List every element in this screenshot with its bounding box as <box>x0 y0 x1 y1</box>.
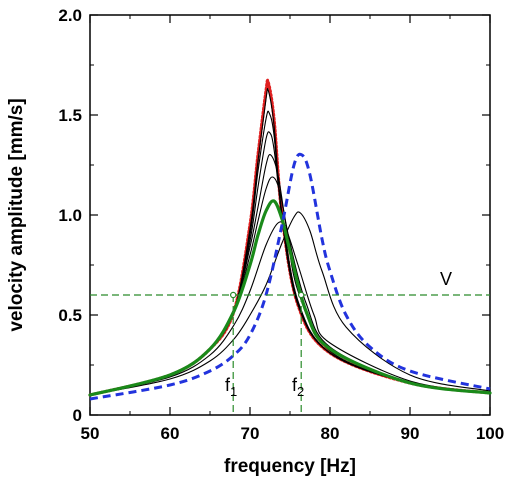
f1-subscript: 1 <box>230 384 237 399</box>
y-tick-label: 0.5 <box>58 306 82 325</box>
x-tick-label: 50 <box>81 424 100 443</box>
series-line-1 <box>88 78 492 397</box>
x-tick-label: 60 <box>161 424 180 443</box>
x-axis-title: frequency [Hz] <box>224 456 356 477</box>
ticks <box>89 14 491 416</box>
y-tick-label: 2.0 <box>58 6 82 25</box>
f2-subscript: 2 <box>297 384 304 399</box>
series-line-4 <box>89 131 491 396</box>
series-line-6 <box>89 176 491 396</box>
curves <box>88 78 492 401</box>
series-line-8 <box>89 221 491 396</box>
f1-letter: f <box>225 375 231 395</box>
x-tick-label: 100 <box>476 424 504 443</box>
x-tick-label: 70 <box>241 424 260 443</box>
y-tick-label: 0 <box>73 406 82 425</box>
threshold-label: V <box>440 269 452 289</box>
f2-letter: f <box>292 375 298 395</box>
series-line-7 <box>88 199 492 397</box>
f1-label: f1 <box>225 375 237 399</box>
series-line-10 <box>89 152 491 401</box>
y-tick-label: 1.0 <box>58 206 82 225</box>
series-line-9 <box>89 211 491 396</box>
x-tick-label: 90 <box>401 424 420 443</box>
f2-marker <box>298 291 305 299</box>
guides <box>90 291 490 415</box>
f1-marker <box>229 291 237 299</box>
plot-area <box>89 14 491 416</box>
y-tick-label: 1.5 <box>58 106 82 125</box>
f2-label: f2 <box>292 375 304 399</box>
plot-frame <box>89 14 491 416</box>
x-tick-label: 80 <box>321 424 340 443</box>
tick-labels: 50 60 70 80 90 100 0 0.5 1.0 1.5 2.0 <box>58 6 504 443</box>
y-axis-title: velocity amplitude [mm/s] <box>6 98 27 331</box>
